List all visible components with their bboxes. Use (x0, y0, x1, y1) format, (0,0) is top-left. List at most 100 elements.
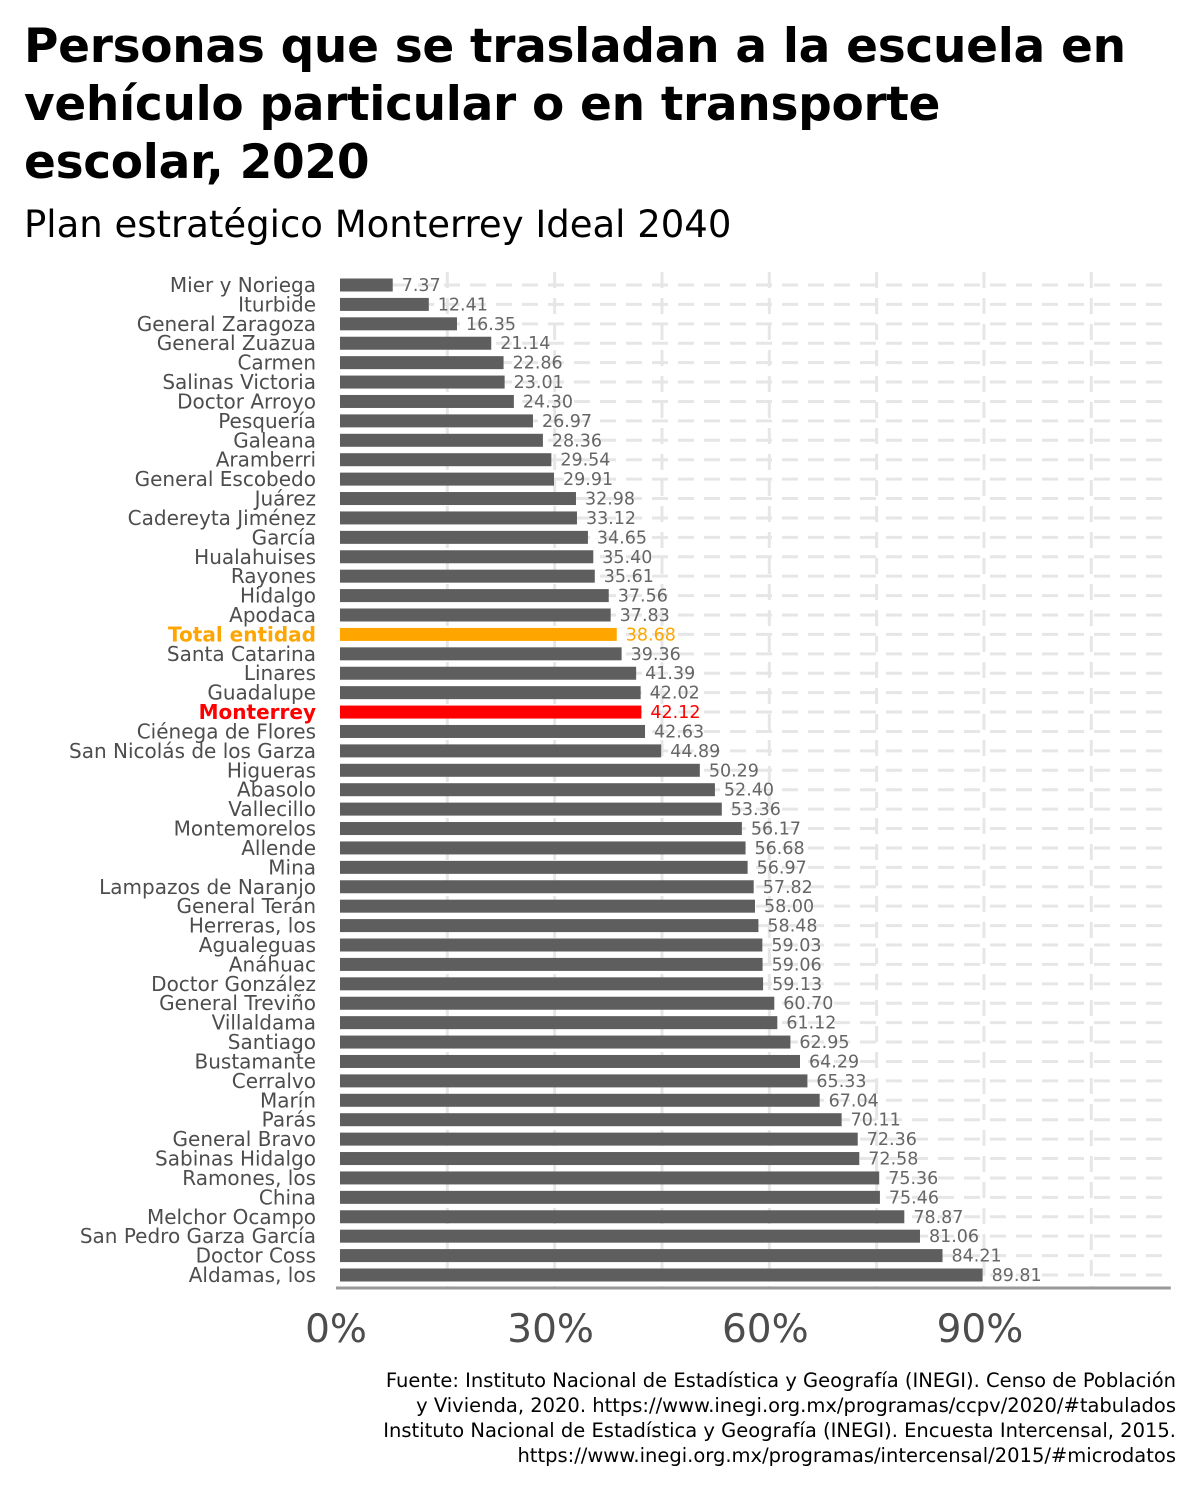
source-line: Fuente: Instituto Nacional de Estadístic… (385, 1369, 1176, 1392)
category-label: General Zuazua (157, 331, 316, 355)
bar (340, 608, 611, 622)
bar (340, 356, 504, 370)
bar (340, 880, 754, 894)
value-label: 56.17 (751, 820, 801, 840)
category-label: Mier y Noriega (170, 273, 316, 297)
value-label: 37.56 (618, 587, 668, 607)
bar (340, 414, 533, 428)
category-label: General Bravo (173, 1127, 316, 1151)
value-label: 50.29 (709, 761, 759, 781)
bar (340, 783, 715, 797)
value-label: 67.04 (829, 1091, 879, 1111)
category-label: Bustamante (195, 1049, 316, 1073)
bar (340, 375, 505, 389)
value-label: 64.29 (809, 1052, 859, 1072)
category-label: Agualeguas (199, 933, 316, 957)
category-label: Parás (262, 1108, 316, 1132)
bar (340, 1093, 820, 1107)
category-label: Apodaca (229, 603, 316, 627)
bar (340, 317, 457, 331)
chart-subtitle: Plan estratégico Monterrey Ideal 2040 (24, 203, 732, 246)
category-label: Salinas Victoria (162, 370, 316, 394)
category-label: General Terán (177, 894, 316, 918)
value-label: 23.01 (514, 373, 564, 393)
value-label: 81.06 (929, 1227, 979, 1247)
value-label: 16.35 (466, 315, 516, 335)
value-label: 57.82 (763, 878, 813, 898)
value-label: 59.06 (772, 955, 822, 975)
category-label: Hidalgo (240, 584, 316, 608)
value-label: 29.54 (560, 451, 610, 471)
category-label: Marín (260, 1088, 316, 1112)
bar (340, 763, 700, 777)
value-label: 35.40 (602, 548, 652, 568)
value-label: 78.87 (913, 1208, 963, 1228)
value-label: 84.21 (952, 1247, 1002, 1267)
value-label: 59.03 (771, 936, 821, 956)
value-label: 56.97 (757, 858, 807, 878)
bar (340, 589, 609, 603)
category-label: Mina (268, 855, 316, 879)
category-label: General Zaragoza (137, 312, 316, 336)
value-label: 41.39 (645, 664, 695, 684)
value-label: 42.12 (650, 703, 700, 723)
source-line: y Vivienda, 2020. https://www.inegi.org.… (416, 1394, 1176, 1417)
category-label: Guadalupe (207, 681, 316, 705)
bar (340, 297, 429, 311)
value-label: 75.36 (888, 1169, 938, 1189)
bar (340, 1074, 808, 1088)
value-label: 75.46 (889, 1188, 939, 1208)
bar (340, 627, 617, 641)
value-label: 29.91 (563, 470, 613, 490)
bar (340, 1152, 860, 1166)
category-label: Linares (244, 661, 316, 685)
bar (340, 336, 492, 350)
category-label: Allende (241, 836, 316, 860)
value-label: 21.14 (500, 334, 550, 354)
category-label: Rayones (231, 564, 316, 588)
category-label: Lampazos de Naranjo (99, 875, 316, 899)
value-label: 32.98 (585, 490, 635, 510)
value-label: 89.81 (992, 1266, 1042, 1286)
category-label: San Pedro Garza García (80, 1224, 316, 1248)
category-label: Total entidad (168, 622, 316, 646)
category-label: Carmen (237, 351, 316, 375)
category-label: Monterrey (199, 700, 316, 724)
value-label: 59.13 (772, 975, 822, 995)
bar-chart: Mier y Noriega 7.37 Iturbide 12.41 General Z… (69, 272, 1171, 1352)
bar (340, 919, 759, 933)
bar (340, 996, 775, 1010)
category-label: Melchor Ocampo (147, 1205, 316, 1229)
value-label: 70.11 (851, 1111, 901, 1131)
value-label: 53.36 (731, 800, 781, 820)
source-line: Instituto Nacional de Estadística y Geog… (383, 1419, 1176, 1442)
bar (340, 1229, 920, 1243)
x-tick-label: 0% (305, 1307, 367, 1352)
source-note: Fuente: Instituto Nacional de Estadístic… (76, 1368, 1176, 1468)
category-label: Ciénega de Flores (137, 719, 316, 743)
category-label: Doctor González (151, 972, 316, 996)
value-label: 42.63 (654, 722, 704, 742)
category-label: Pesquería (218, 409, 316, 433)
value-label: 44.89 (670, 742, 720, 762)
bar (340, 686, 641, 700)
category-label: Herreras, los (189, 914, 316, 938)
bar (340, 492, 576, 506)
x-tick-label: 90% (937, 1307, 1024, 1352)
bar (340, 511, 577, 525)
bar (340, 1035, 791, 1049)
value-label: 37.83 (620, 606, 670, 626)
bar (340, 530, 588, 544)
bar (340, 841, 746, 855)
value-label: 33.12 (586, 509, 636, 529)
bar (340, 860, 748, 874)
x-tick-label: 60% (722, 1307, 809, 1352)
category-label: Doctor Arroyo (177, 389, 316, 413)
value-label: 62.95 (799, 1033, 849, 1053)
value-label: 39.36 (631, 645, 681, 665)
category-label: Santa Catarina (167, 642, 316, 666)
value-label: 72.58 (868, 1150, 918, 1170)
value-label: 58.48 (767, 917, 817, 937)
value-label: 35.61 (604, 567, 654, 587)
category-label: General Escobedo (135, 467, 316, 491)
